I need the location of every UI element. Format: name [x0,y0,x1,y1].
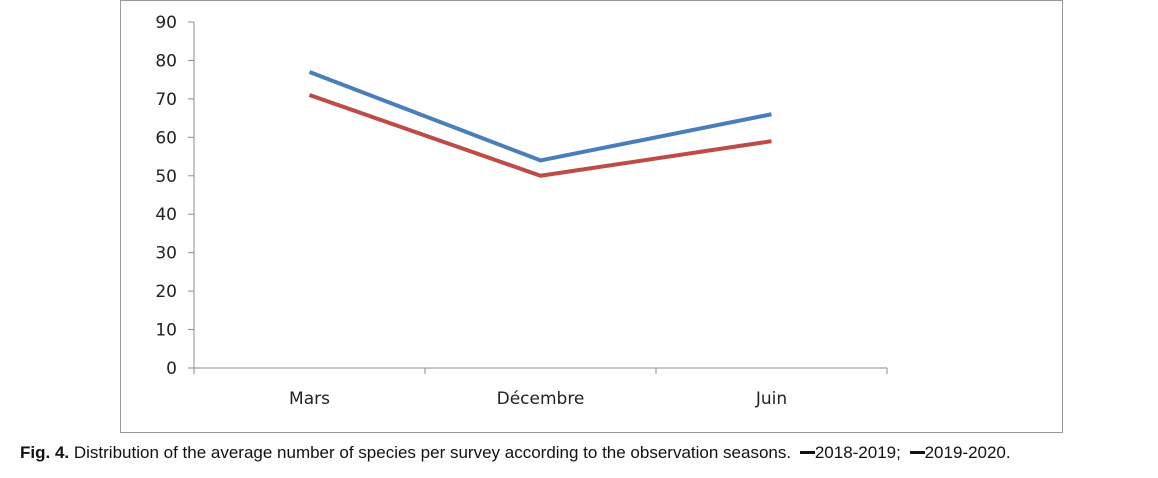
y-tick-label: 80 [155,51,177,71]
series-line-2018-2019 [308,70,772,163]
y-tick-label: 60 [155,128,177,148]
caption-text: Distribution of the average number of sp… [73,443,792,462]
y-tick-label: 0 [166,359,177,379]
x-tick-label: Juin [755,389,787,409]
legend-label-2019-2020: 2019-2020. [924,443,1011,462]
legend-line-icon-2018-2019 [799,451,815,455]
y-tick-label: 30 [155,244,177,264]
y-tick-label: 70 [155,90,177,110]
y-tick-label: 10 [155,321,177,341]
chart-frame [120,0,1063,433]
y-tick-label: 50 [155,167,177,187]
legend-line-icon-2019-2020 [909,451,925,455]
x-tick-label: Décembre [497,389,585,409]
x-tick-label: Mars [289,389,330,409]
y-tick-label: 90 [155,13,177,33]
series-line-2019-2020 [308,93,772,178]
y-tick-label: 40 [155,205,177,225]
y-tick-label: 20 [155,282,177,302]
figure-caption: Fig. 4. Distribution of the average numb… [20,443,1150,463]
figure-number: Fig. 4. [20,443,70,462]
line-chart: 0 10 20 30 40 50 60 70 80 90 Mars Décembre Juin [155,13,888,409]
legend-label-2018-2019: 2018-2019; [814,443,901,462]
